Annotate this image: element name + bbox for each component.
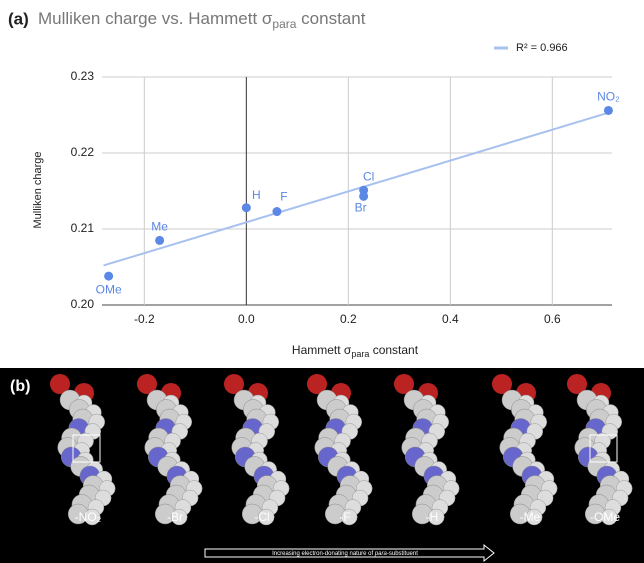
x-label-text: constant <box>369 343 418 357</box>
x-axis-label: Hammett σpara constant <box>292 343 419 359</box>
y-tick-label: 0.21 <box>71 221 95 235</box>
legend-label: R² = 0.966 <box>516 42 568 54</box>
arrow-text-part: para <box>374 551 388 557</box>
point-label: H <box>252 188 261 202</box>
molecule-label: -H <box>426 510 439 524</box>
molecule-label: -NO₂ <box>75 510 102 524</box>
y-axis-label: Mulliken charge <box>32 151 44 228</box>
x-tick-label: 0.4 <box>442 312 459 326</box>
x-tick-label: 0.2 <box>340 312 357 326</box>
point-label: NO₂ <box>597 90 620 104</box>
point-label: Me <box>151 220 168 234</box>
chart-title: Mulliken charge vs. Hammett σpara consta… <box>38 9 366 31</box>
point-label: Br <box>355 200 367 214</box>
title-sub: para <box>272 17 296 31</box>
point-label: OMe <box>96 282 122 296</box>
molecule-label: -Me <box>520 510 541 524</box>
x-label-text: Hammett σ <box>292 343 352 357</box>
panel-label: (b) <box>10 378 30 395</box>
molecule-label: -Cl <box>254 510 269 524</box>
y-tick-label: 0.22 <box>71 145 95 159</box>
arrow-text-part: Increasing electron-donating nature of <box>272 551 375 557</box>
molecule-label: -Br <box>167 510 183 524</box>
point-label: F <box>280 190 287 204</box>
molecule-label: -OMe <box>590 510 620 524</box>
trendline <box>104 113 609 266</box>
point <box>104 272 113 281</box>
x-label-sub: para <box>351 349 369 359</box>
point <box>272 207 281 216</box>
arrow-text-part: -substituent <box>387 551 418 557</box>
figure: (a) Mulliken charge vs. Hammett σpara co… <box>0 0 644 563</box>
panel-label: (a) <box>8 9 29 28</box>
arrow-text: Increasing electron-donating nature of p… <box>272 551 418 557</box>
point <box>604 106 613 115</box>
x-tick-label: 0.0 <box>238 312 255 326</box>
x-tick-label: 0.6 <box>544 312 561 326</box>
y-tick-label: 0.20 <box>71 297 95 311</box>
molecule-label: -F <box>339 510 350 524</box>
x-tick-label: -0.2 <box>134 312 155 326</box>
point <box>359 192 368 201</box>
point <box>242 203 251 212</box>
title-text: Mulliken charge vs. Hammett σ <box>38 9 273 28</box>
title-text: constant <box>296 9 365 28</box>
point-label: Cl <box>363 169 374 183</box>
point <box>155 236 164 245</box>
y-tick-label: 0.23 <box>71 69 95 83</box>
